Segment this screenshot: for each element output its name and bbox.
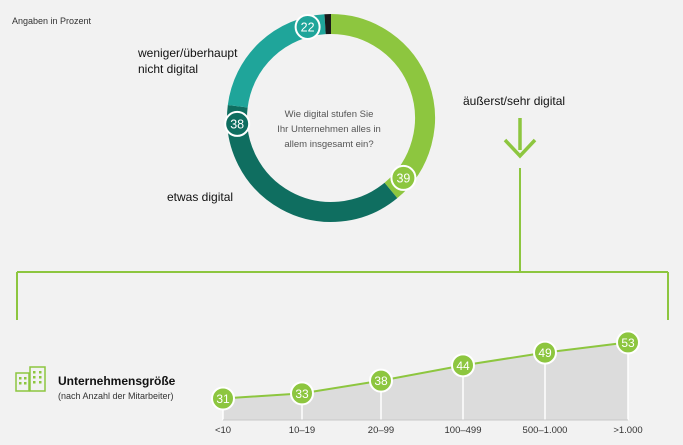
arrow-down-icon [503,118,537,159]
bracket-connector [16,168,669,320]
size-tick-label: 10–19 [289,425,315,436]
size-point [451,353,475,378]
size-point [616,330,640,355]
size-point [369,368,393,393]
value-badge-somewhat-digital-circle [224,110,251,137]
size-series-line [222,341,629,400]
slice-label-less-digital-line-2: nicht digital [138,62,198,76]
value-badge-very-digital-circle [390,164,417,191]
value-badge-less-digital-circle [294,13,321,40]
size-tick-label: >1.000 [613,425,642,436]
size-point-label: 38 [374,374,388,388]
size-point-label: 44 [456,359,470,373]
donut-question-line-2: Ihr Unternehmen alles in [277,124,381,135]
donut-slice-somewhat-digital [227,104,398,222]
value-badge-very-digital: 39 [396,171,410,185]
size-point [211,386,235,411]
donut-question-line-3: allem insgesamt ein? [284,139,373,150]
size-point-label: 33 [295,387,309,401]
size-chart-title: Unternehmensgröße [58,374,176,388]
donut-question-line-1: Wie digital stufen Sie [285,109,374,120]
size-chart-subtitle: (nach Anzahl der Mitarbeiter) [58,391,174,401]
slice-label-very-digital: äußerst/sehr digital [463,94,565,108]
size-point-label: 31 [216,392,230,406]
unit-note: Angaben in Prozent [12,16,92,26]
value-badge-somewhat-digital: 38 [230,117,244,131]
size-tick-label: 500–1.000 [523,425,568,436]
donut-chart: 39 38 22 [224,13,435,222]
size-point-label: 53 [621,336,635,350]
value-badge-less-digital: 22 [301,20,315,34]
donut-slice-very-digital [330,14,435,199]
size-point [533,340,557,365]
size-area-fill [223,342,628,420]
size-area-chart: 31 <10 33 10–19 38 20–99 44 100–499 49 500–1.000 5… [211,330,643,436]
donut-question: Wie digital stufen Sie Ihr Unternehmen a… [277,109,381,150]
size-tick-label: 20–99 [368,425,394,436]
slice-label-less-digital-line-1: weniger/überhaupt [137,46,238,60]
size-point-label: 49 [538,346,552,360]
size-point [290,381,314,406]
slice-label-somewhat-digital: etwas digital [167,190,233,204]
size-tick-label: <10 [215,425,231,436]
size-tick-label: 100–499 [445,425,482,436]
office-buildings-icon [15,366,46,392]
